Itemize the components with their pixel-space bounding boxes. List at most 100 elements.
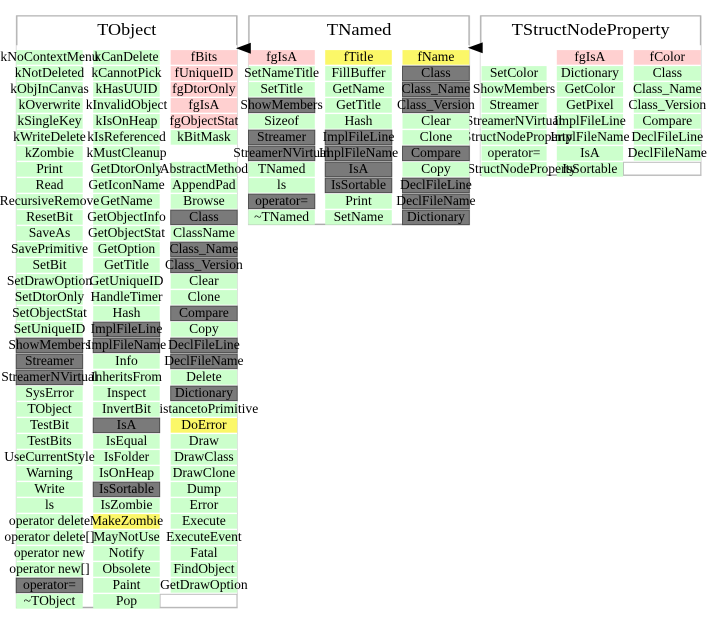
svg-text:SetObjectStat: SetObjectStat (12, 305, 87, 320)
svg-text:ImplFileName: ImplFileName (319, 145, 398, 160)
svg-text:GetName: GetName (332, 81, 384, 96)
svg-text:kZombie: kZombie (25, 145, 74, 160)
svg-text:StreamerNVirtual: StreamerNVirtual (233, 145, 330, 160)
svg-text:TStructNodeProperty: TStructNodeProperty (455, 129, 572, 144)
svg-text:ShowMembers: ShowMembers (473, 81, 555, 96)
svg-text:SetUniqueID: SetUniqueID (14, 321, 86, 336)
svg-text:Dump: Dump (187, 481, 221, 496)
svg-text:Hash: Hash (113, 305, 141, 320)
svg-text:Class_Name: Class_Name (170, 241, 239, 256)
svg-text:Class: Class (653, 65, 682, 80)
svg-text:DeclFileLine: DeclFileLine (400, 177, 472, 192)
svg-text:ClassName: ClassName (173, 225, 235, 240)
svg-text:ImplFileLine: ImplFileLine (554, 113, 626, 128)
svg-text:Streamer: Streamer (25, 353, 75, 368)
svg-text:GetTitle: GetTitle (104, 257, 149, 272)
svg-text:DeclFileLine: DeclFileLine (631, 129, 703, 144)
svg-text:Dictionary: Dictionary (561, 65, 619, 80)
svg-text:fColor: fColor (650, 49, 686, 64)
svg-text:~TObject: ~TObject (24, 593, 76, 608)
svg-text:DeclFileLine: DeclFileLine (168, 337, 240, 352)
svg-text:kIsReferenced: kIsReferenced (87, 129, 166, 144)
svg-text:GetUniqueID: GetUniqueID (90, 273, 164, 288)
svg-text:Class: Class (421, 65, 450, 80)
svg-text:fBits: fBits (191, 49, 217, 64)
svg-text:fName: fName (417, 49, 454, 64)
svg-text:InvertBit: InvertBit (102, 401, 151, 416)
svg-text:GetObjectStat: GetObjectStat (88, 225, 165, 240)
svg-text:kObjInCanvas: kObjInCanvas (10, 81, 89, 96)
svg-text:RecursiveRemove: RecursiveRemove (0, 193, 99, 208)
svg-text:Execute: Execute (182, 513, 226, 528)
svg-text:Class_Name: Class_Name (633, 81, 702, 96)
svg-text:ImplFileName: ImplFileName (550, 129, 629, 144)
svg-text:AbstractMethod: AbstractMethod (160, 161, 249, 176)
svg-text:kWriteDelete: kWriteDelete (13, 129, 86, 144)
svg-text:ImplFileName: ImplFileName (87, 337, 166, 352)
svg-text:TStructNodeProperty: TStructNodeProperty (512, 20, 671, 39)
svg-text:IsSortable: IsSortable (99, 481, 154, 496)
svg-text:Clone: Clone (188, 289, 220, 304)
svg-text:kNoContextMenu: kNoContextMenu (0, 49, 98, 64)
svg-text:Notify: Notify (109, 545, 145, 560)
svg-text:Paint: Paint (113, 577, 141, 592)
svg-text:GetColor: GetColor (565, 81, 616, 96)
svg-text:IsEqual: IsEqual (106, 433, 148, 448)
svg-text:kCanDelete: kCanDelete (94, 49, 158, 64)
svg-text:UseCurrentStyle: UseCurrentStyle (4, 449, 95, 464)
svg-text:~TStructNodeProperty: ~TStructNodeProperty (452, 161, 577, 176)
svg-text:IsA: IsA (117, 417, 137, 432)
svg-text:DrawClass: DrawClass (174, 449, 234, 464)
svg-text:Class_Version: Class_Version (165, 257, 243, 272)
svg-text:Hash: Hash (345, 113, 373, 128)
svg-text:ResetBit: ResetBit (26, 209, 73, 224)
svg-text:Class: Class (189, 209, 218, 224)
svg-text:SetBit: SetBit (33, 257, 67, 272)
svg-text:SavePrimitive: SavePrimitive (11, 241, 88, 256)
svg-text:fgObjectStat: fgObjectStat (170, 113, 239, 128)
svg-text:ShowMembers: ShowMembers (240, 97, 322, 112)
svg-text:StreamerNVirtual: StreamerNVirtual (466, 113, 563, 128)
svg-text:SetName: SetName (334, 209, 384, 224)
svg-text:SaveAs: SaveAs (29, 225, 71, 240)
svg-text:Delete: Delete (186, 369, 221, 384)
svg-text:SetColor: SetColor (490, 65, 539, 80)
svg-text:operator new: operator new (14, 545, 86, 560)
svg-text:SetTitle: SetTitle (260, 81, 303, 96)
svg-text:kCannotPick: kCannotPick (91, 65, 161, 80)
svg-text:Clear: Clear (421, 113, 451, 128)
svg-text:HandleTimer: HandleTimer (91, 289, 163, 304)
svg-text:Fatal: Fatal (190, 545, 217, 560)
svg-text:Compare: Compare (179, 305, 229, 320)
svg-text:Read: Read (36, 177, 64, 192)
svg-text:TestBits: TestBits (27, 433, 71, 448)
svg-text:IsSortable: IsSortable (562, 161, 617, 176)
svg-text:fgIsA: fgIsA (266, 49, 297, 64)
svg-text:DistancetoPrimitive: DistancetoPrimitive (150, 401, 259, 416)
svg-text:Error: Error (190, 497, 219, 512)
svg-text:Pop: Pop (116, 593, 137, 608)
svg-text:GetOption: GetOption (98, 241, 156, 256)
svg-text:Draw: Draw (189, 433, 219, 448)
svg-text:GetPixel: GetPixel (566, 97, 614, 112)
svg-text:kIsOnHeap: kIsOnHeap (96, 113, 158, 128)
svg-text:GetIconName: GetIconName (88, 177, 164, 192)
svg-text:ExecuteEvent: ExecuteEvent (166, 529, 242, 544)
svg-text:Dictionary: Dictionary (407, 209, 465, 224)
svg-text:Write: Write (34, 481, 64, 496)
svg-text:ImplFileLine: ImplFileLine (91, 321, 163, 336)
svg-text:FindObject: FindObject (173, 561, 234, 576)
svg-text:DeclFileName: DeclFileName (628, 145, 707, 160)
svg-text:DeclFileName: DeclFileName (396, 193, 475, 208)
svg-text:Compare: Compare (411, 145, 461, 160)
svg-text:ls: ls (277, 177, 286, 192)
svg-text:kMustCleanup: kMustCleanup (86, 145, 166, 160)
svg-text:FillBuffer: FillBuffer (331, 65, 386, 80)
svg-text:fTitle: fTitle (344, 49, 374, 64)
svg-text:MakeZombie: MakeZombie (90, 513, 163, 528)
svg-text:ShowMembers: ShowMembers (8, 337, 90, 352)
svg-text:Inspect: Inspect (107, 385, 146, 400)
svg-text:Class_Version: Class_Version (397, 97, 475, 112)
svg-text:TObject: TObject (97, 20, 156, 39)
svg-text:DoError: DoError (181, 417, 227, 432)
